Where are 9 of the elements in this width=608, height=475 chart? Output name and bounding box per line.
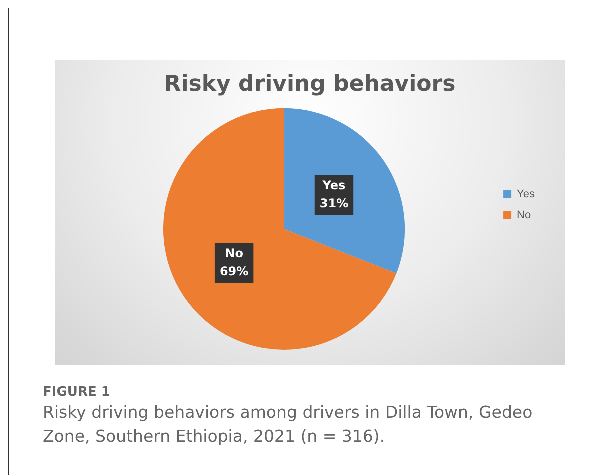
chart-title: Risky driving behaviors	[164, 72, 456, 97]
data-label: 69%	[220, 264, 249, 278]
legend-label: No	[517, 210, 532, 222]
slice-label: No	[225, 246, 244, 260]
data-label: 31%	[320, 196, 349, 210]
slice-label: Yes	[322, 178, 346, 192]
text: Risky driving behaviors among drivers in Dilla Town, Gedeo Zone, Southern Ethiopia, 2021 (n = 316).	[43, 402, 534, 448]
caption: FIGURE 1	[43, 385, 110, 400]
legend-label: Yes	[517, 188, 536, 201]
